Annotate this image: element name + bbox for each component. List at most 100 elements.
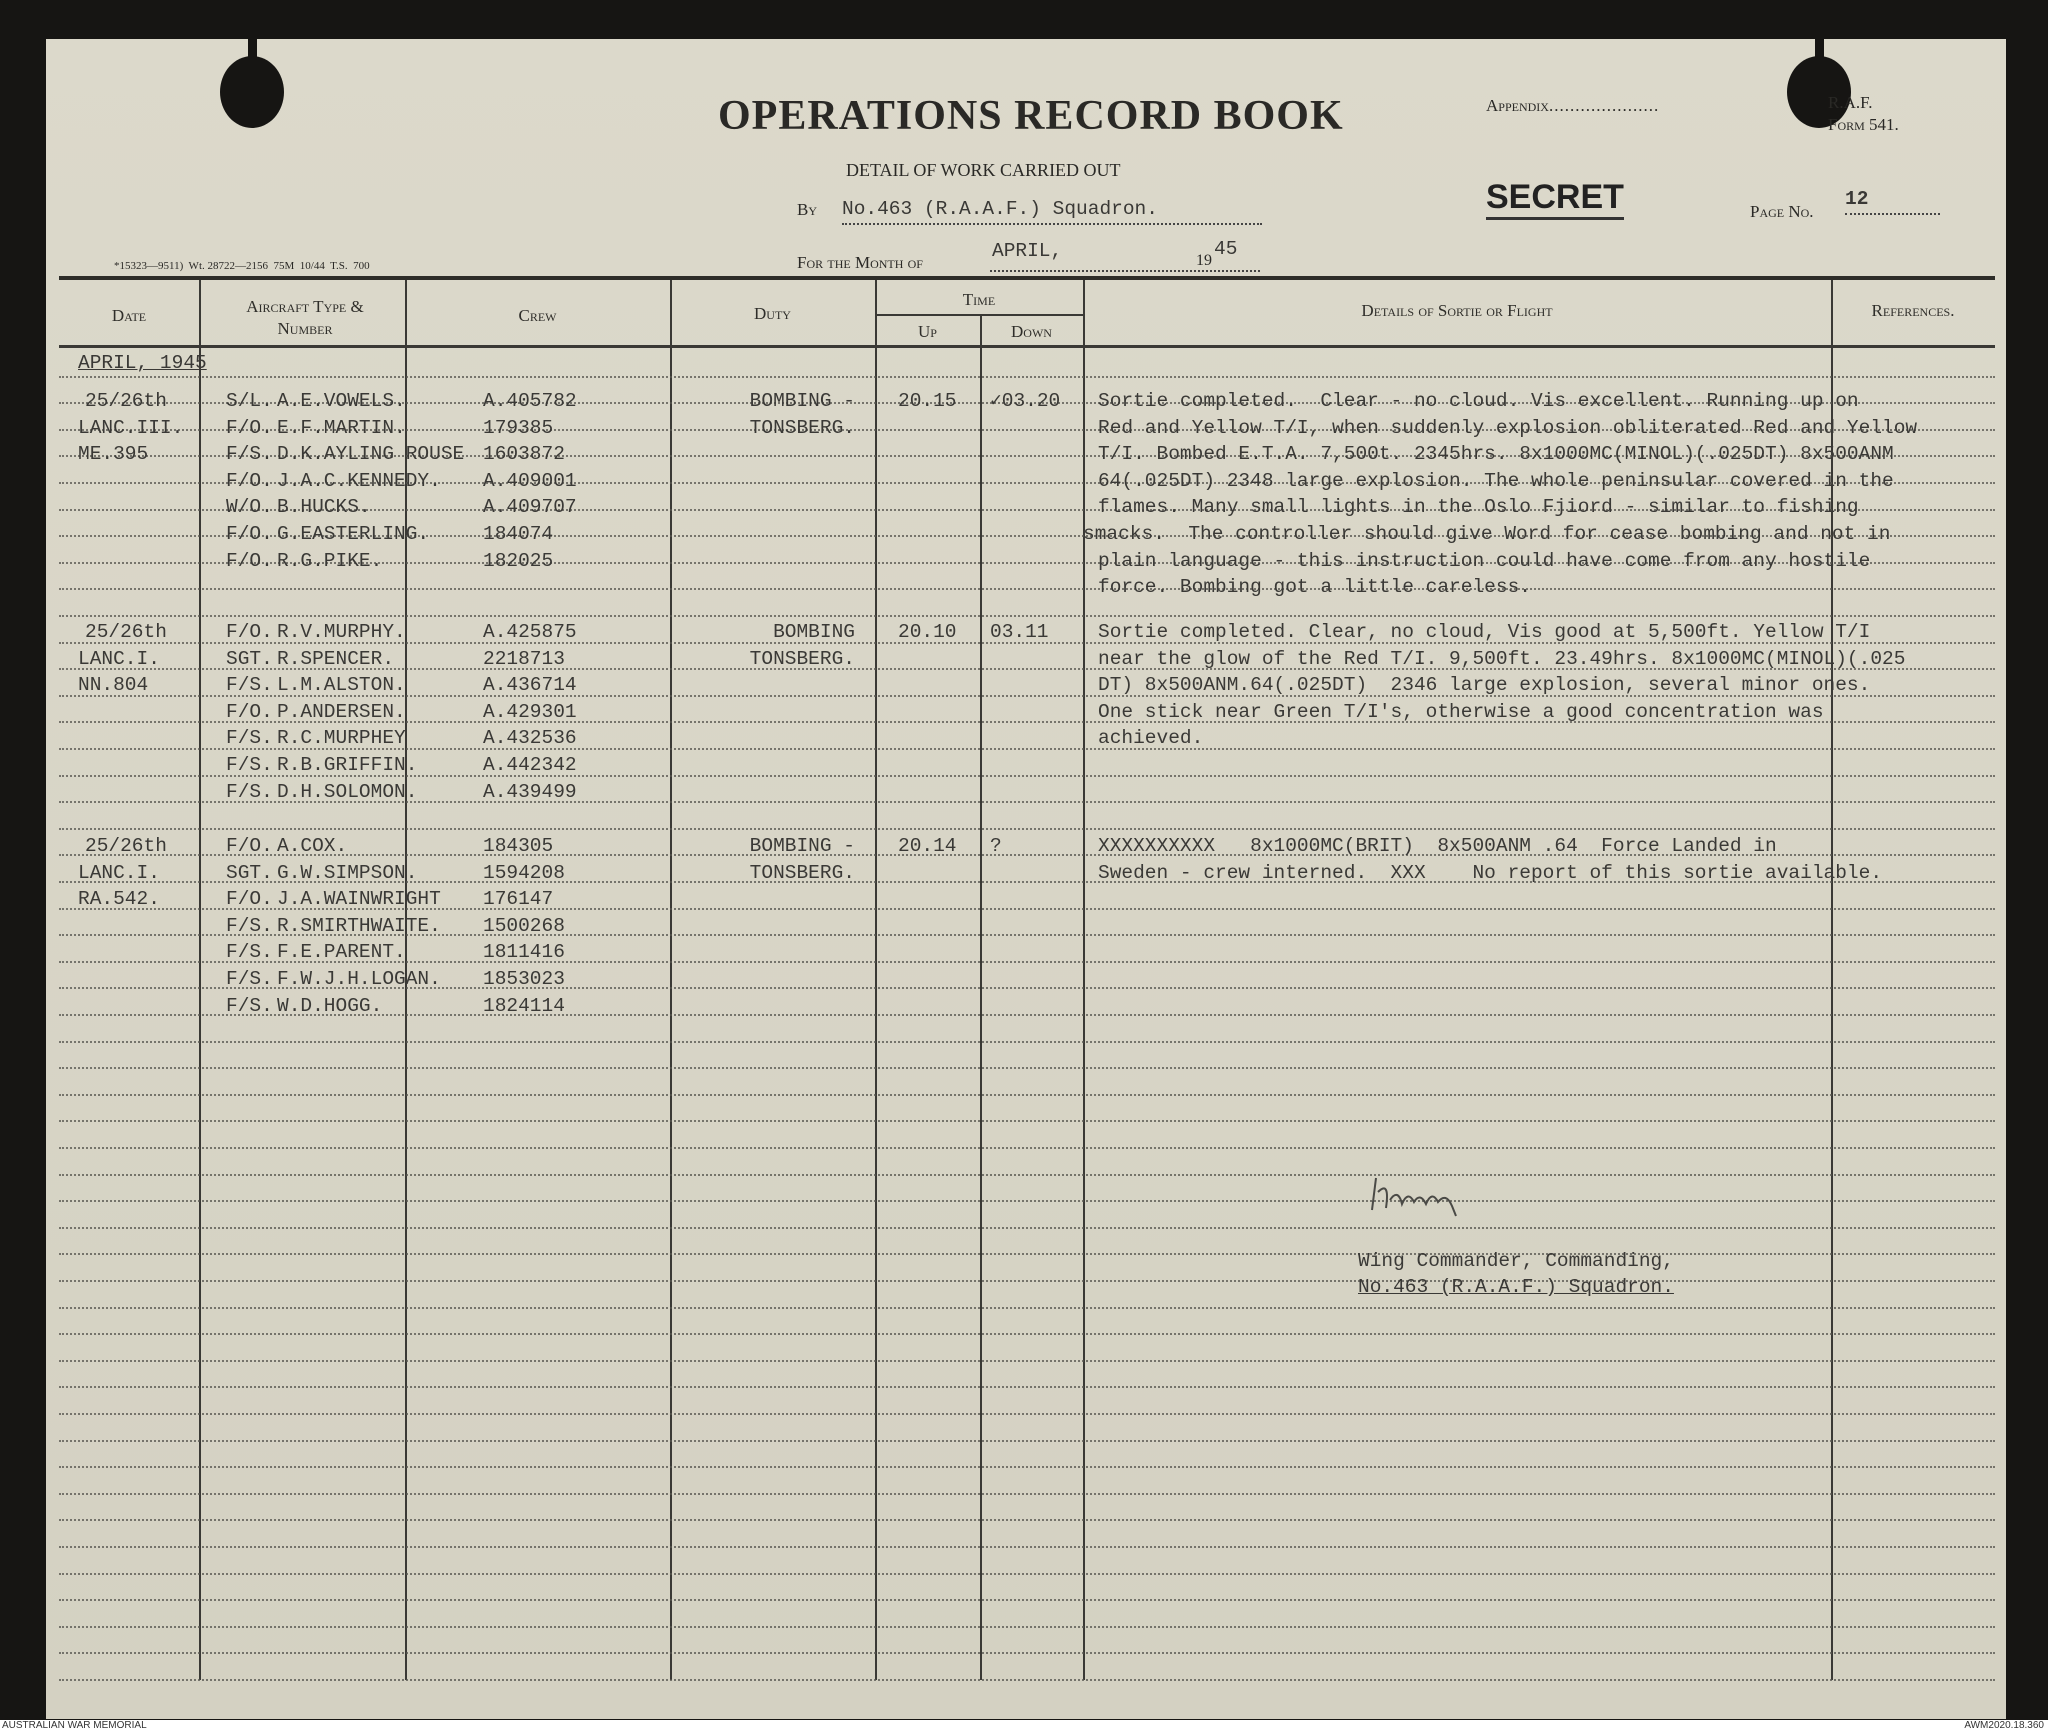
ruled-line (59, 1546, 1995, 1548)
crew-service-number: 1603872 (483, 443, 565, 466)
header-bottom-rule (59, 345, 1995, 348)
signatory-unit: No.463 (R.A.A.F.) Squadron. (1358, 1276, 1674, 1298)
year-suffix: 45 (1214, 238, 1238, 260)
column-divider (980, 315, 982, 1680)
crew-rank: F/O. (226, 700, 273, 723)
ruled-line (59, 1147, 1995, 1149)
crew-name: D.H.SOLOMON. (277, 780, 418, 803)
crew-name: R.G.PIKE. (277, 549, 383, 572)
crew-rank: SGT. (226, 647, 273, 670)
crew-rank: F/O. (226, 888, 273, 911)
form-label: R.A.F. Form 541. (1828, 93, 1899, 134)
crew-name: P.ANDERSEN. (277, 700, 406, 723)
aircraft-type: LANC.III. (78, 416, 184, 439)
time-up: 20.15 (898, 390, 957, 412)
crew-service-number: 184305 (483, 835, 554, 857)
col-header-crew: Crew (518, 306, 557, 325)
ruled-line (59, 934, 1995, 937)
crew-service-number: A.432536 (483, 727, 577, 750)
crew-rank: F/S. (226, 443, 273, 466)
ruled-line (59, 987, 1995, 990)
ruled-line (59, 1253, 1995, 1256)
aircraft-number: NN.804 (78, 674, 149, 697)
crew-name: G.W.SIMPSON. (277, 861, 418, 884)
ruled-line (59, 561, 1995, 564)
crew-service-number: 2218713 (483, 647, 565, 670)
page-label: Page No. (1750, 202, 1814, 221)
year-prefix: 19 (1196, 252, 1212, 269)
time-up: 20.10 (898, 621, 957, 643)
crew-name: J.A.C.KENNEDY. (277, 469, 441, 492)
sortie-detail-line: force. Bombing got a little careless. (1098, 576, 1531, 599)
crew-name: L.M.ALSTON. (277, 674, 406, 697)
crew-service-number: A.442342 (483, 754, 577, 776)
crew-rank: F/S. (226, 754, 273, 776)
sortie-detail-line: Red and Yellow T/I, when suddenly explos… (1098, 416, 1918, 439)
column-divider (1083, 280, 1085, 1680)
ruled-line (59, 402, 1995, 405)
ruled-line (59, 615, 1995, 617)
col-header-aircraft: Aircraft Type & Number (246, 297, 364, 339)
month-value: APRIL, (992, 240, 1063, 262)
col-header-duty: Duty (754, 304, 791, 323)
crew-name: W.D.HOGG. (277, 994, 383, 1017)
crew-rank: S/L. (226, 390, 273, 412)
duty: BOMBING - (749, 390, 855, 412)
ruled-line (59, 588, 1995, 591)
ruled-line (59, 960, 1995, 963)
crew-service-number: 179385 (483, 416, 554, 439)
ruled-line (59, 1067, 1995, 1070)
crew-name: A.E.VOWELS. (277, 390, 406, 412)
duty: TONSBERG. (749, 861, 855, 884)
aircraft-number: RA.542. (78, 888, 160, 911)
sortie-date: 25/26th (85, 835, 167, 857)
ruled-line (59, 1599, 1995, 1602)
sortie-detail-line: 64(.025DT) 2348 large explosion. The who… (1098, 469, 1894, 492)
crew-rank: F/O. (226, 549, 273, 572)
punch-hole (1787, 56, 1851, 128)
ruled-line (59, 1014, 1995, 1016)
ruled-line (59, 801, 1995, 804)
column-divider (405, 280, 407, 1680)
ruled-line (59, 482, 1995, 484)
crew-rank: F/S. (226, 968, 273, 990)
ruled-line (59, 375, 1995, 378)
crew-service-number: A.436714 (483, 674, 577, 697)
ruled-line (59, 1359, 1995, 1362)
ruled-line (59, 1625, 1995, 1628)
crew-service-number: 1853023 (483, 968, 565, 990)
ruled-line (59, 1333, 1995, 1336)
ruled-line (59, 694, 1995, 697)
time-down: ? (990, 835, 1002, 857)
ruled-line (59, 1439, 1995, 1442)
crew-service-number: A.425875 (483, 621, 577, 643)
ruled-line (59, 1093, 1995, 1096)
crew-rank: F/O. (226, 523, 273, 545)
ruled-line (59, 535, 1995, 538)
ruled-line (59, 827, 1995, 830)
ruled-line (59, 668, 1995, 671)
crew-name: R.B.GRIFFIN. (277, 754, 418, 776)
crew-service-number: 182025 (483, 549, 554, 572)
col-header-details: Details of Sortie or Flight (1361, 301, 1553, 320)
ruled-line (59, 1386, 1995, 1389)
ruled-line (59, 1652, 1995, 1655)
ruled-line (59, 1572, 1995, 1575)
footer-credit: AUSTRALIAN WAR MEMORIAL (2, 1720, 147, 1731)
crew-rank: SGT. (226, 861, 273, 884)
sortie-detail-line: One stick near Green T/I's, otherwise a … (1098, 700, 1824, 723)
duty: BOMBING - (749, 835, 855, 857)
sortie-detail-line: DT) 8x500ANM.64(.025DT) 2346 large explo… (1098, 674, 1871, 697)
crew-rank: F/O. (226, 621, 273, 643)
sortie-date: 25/26th (85, 390, 167, 412)
sortie-detail-line: T/I. Bombed E.T.A. 7,500t. 2345hrs. 8x10… (1098, 443, 1894, 466)
crew-name: G.EASTERLING. (277, 523, 430, 545)
footer-id: AWM2020.18.360 (1964, 1720, 2044, 1731)
sortie-detail-line: achieved. (1098, 727, 1204, 750)
ruled-line (59, 1466, 1995, 1469)
sortie-detail-line: Sortie completed. Clear, no cloud, Vis g… (1098, 621, 1871, 643)
table-top-rule (59, 276, 1995, 280)
crew-rank: F/O. (226, 835, 273, 857)
by-label: By (797, 200, 818, 219)
crew-rank: F/S. (226, 780, 273, 803)
